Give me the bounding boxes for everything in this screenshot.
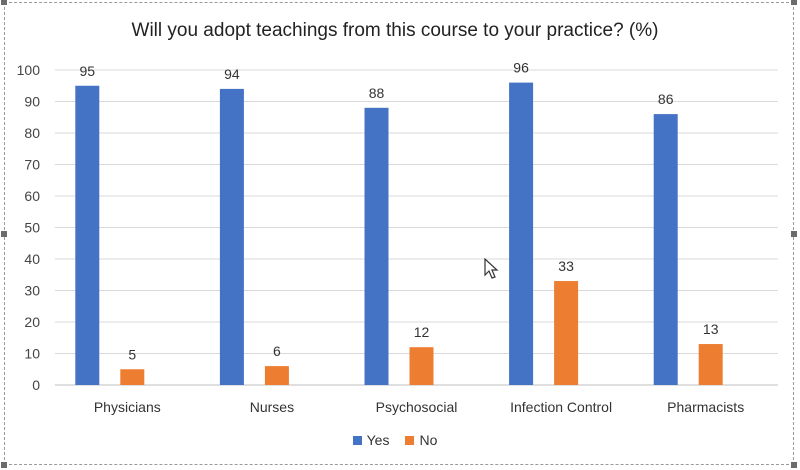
- bar-yes: [509, 82, 534, 385]
- legend-item-no: No: [405, 432, 437, 448]
- bar-no: [409, 347, 434, 385]
- x-tick-label: Psychosocial: [376, 399, 458, 415]
- resize-handle-top-left[interactable]: [1, 0, 7, 5]
- bar-yes: [364, 107, 389, 386]
- x-tick-label: Pharmacists: [667, 399, 744, 415]
- y-tick-label: 100: [17, 62, 41, 78]
- x-tick-label: Infection Control: [510, 399, 612, 415]
- legend-item-yes: Yes: [352, 432, 390, 448]
- y-tick-label: 60: [24, 188, 40, 204]
- data-label-no: 13: [703, 321, 719, 337]
- data-label-no: 5: [128, 346, 136, 362]
- chart-title: Will you adopt teachings from this cours…: [131, 20, 659, 41]
- resize-handle-top-right[interactable]: [791, 0, 797, 5]
- y-tick-label: 30: [24, 283, 40, 299]
- data-label-yes: 94: [224, 66, 240, 82]
- resize-handle-left[interactable]: [1, 231, 7, 237]
- y-tick-label: 50: [24, 220, 40, 236]
- data-label-yes: 88: [369, 85, 385, 101]
- y-tick-label: 40: [24, 251, 40, 267]
- data-label-no: 33: [558, 258, 574, 274]
- legend-swatch-yes: [352, 435, 362, 445]
- data-label-yes: 86: [658, 91, 674, 107]
- y-tick-label: 20: [24, 314, 40, 330]
- legend-label-no: No: [419, 432, 438, 448]
- y-tick-label: 80: [24, 125, 40, 141]
- data-label-no: 6: [273, 343, 281, 359]
- bar-yes: [75, 85, 100, 385]
- legend-swatch-no: [405, 435, 415, 445]
- bar-no: [120, 369, 145, 385]
- bar-yes: [219, 88, 244, 386]
- mouse-pointer-icon: [484, 258, 499, 279]
- bar-no: [264, 366, 289, 385]
- data-label-yes: 95: [80, 63, 96, 79]
- data-label-no: 12: [414, 324, 430, 340]
- resize-handle-bottom-left[interactable]: [1, 462, 7, 468]
- bar-no: [698, 344, 723, 385]
- x-tick-label: Physicians: [94, 399, 161, 415]
- chart-legend: Yes No: [0, 432, 790, 448]
- legend-label-yes: Yes: [366, 432, 390, 448]
- y-tick-label: 0: [32, 377, 40, 393]
- data-label-yes: 96: [513, 60, 529, 76]
- y-tick-label: 10: [24, 346, 40, 362]
- bar-no: [554, 281, 579, 385]
- y-tick-label: 90: [24, 94, 40, 110]
- x-tick-label: Nurses: [250, 399, 294, 415]
- bar-yes: [653, 114, 678, 385]
- y-tick-label: 70: [24, 157, 40, 173]
- resize-handle-bottom-right[interactable]: [791, 462, 797, 468]
- resize-handle-right[interactable]: [791, 231, 797, 237]
